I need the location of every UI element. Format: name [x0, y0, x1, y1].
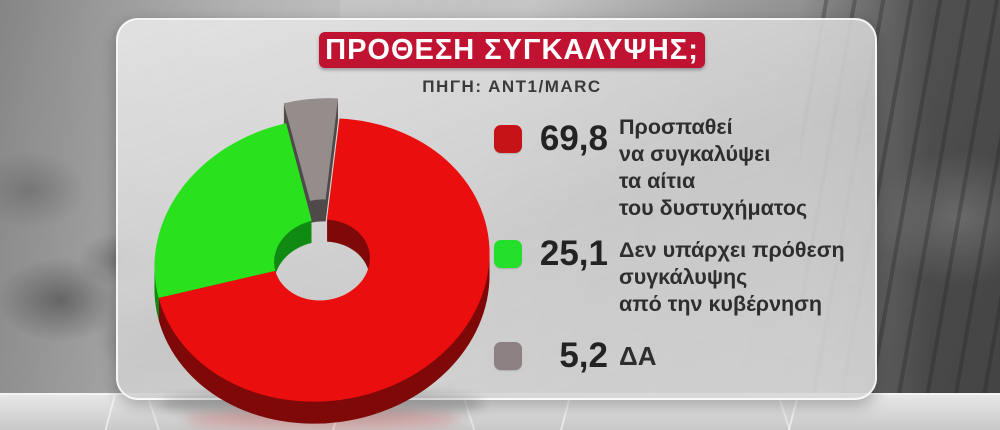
legend-swatch-red	[494, 125, 522, 153]
legend-swatch-gray	[494, 342, 522, 370]
legend-swatch-green	[494, 240, 522, 268]
page-title: ΠΡΟΘΕΣΗ ΣΥΓΚΑΛΥΨΗΣ;	[325, 34, 699, 66]
legend-value-gray: 5,2	[559, 336, 608, 375]
legend-value-green: 25,1	[539, 234, 608, 273]
legend-label-green: Δεν υπάρχει πρόθεση συγκάλυψης από την κ…	[619, 238, 845, 316]
legend-value-red: 69,8	[539, 119, 608, 158]
chart-panel: ΠΡΟΘΕΣΗ ΣΥΓΚΑΛΥΨΗΣ; ΠΗΓΗ: ΑΝΤ1/MARC 69,8…	[116, 18, 877, 400]
legend-label-red: Προσπαθεί να συγκαλύψει τα αίτια του δυσ…	[619, 115, 808, 220]
title-banner: ΠΡΟΘΕΣΗ ΣΥΓΚΑΛΥΨΗΣ;	[319, 32, 705, 68]
source-caption: ΠΗΓΗ: ΑΝΤ1/MARC	[422, 77, 602, 96]
legend-label-gray: ΔΑ	[619, 341, 657, 371]
